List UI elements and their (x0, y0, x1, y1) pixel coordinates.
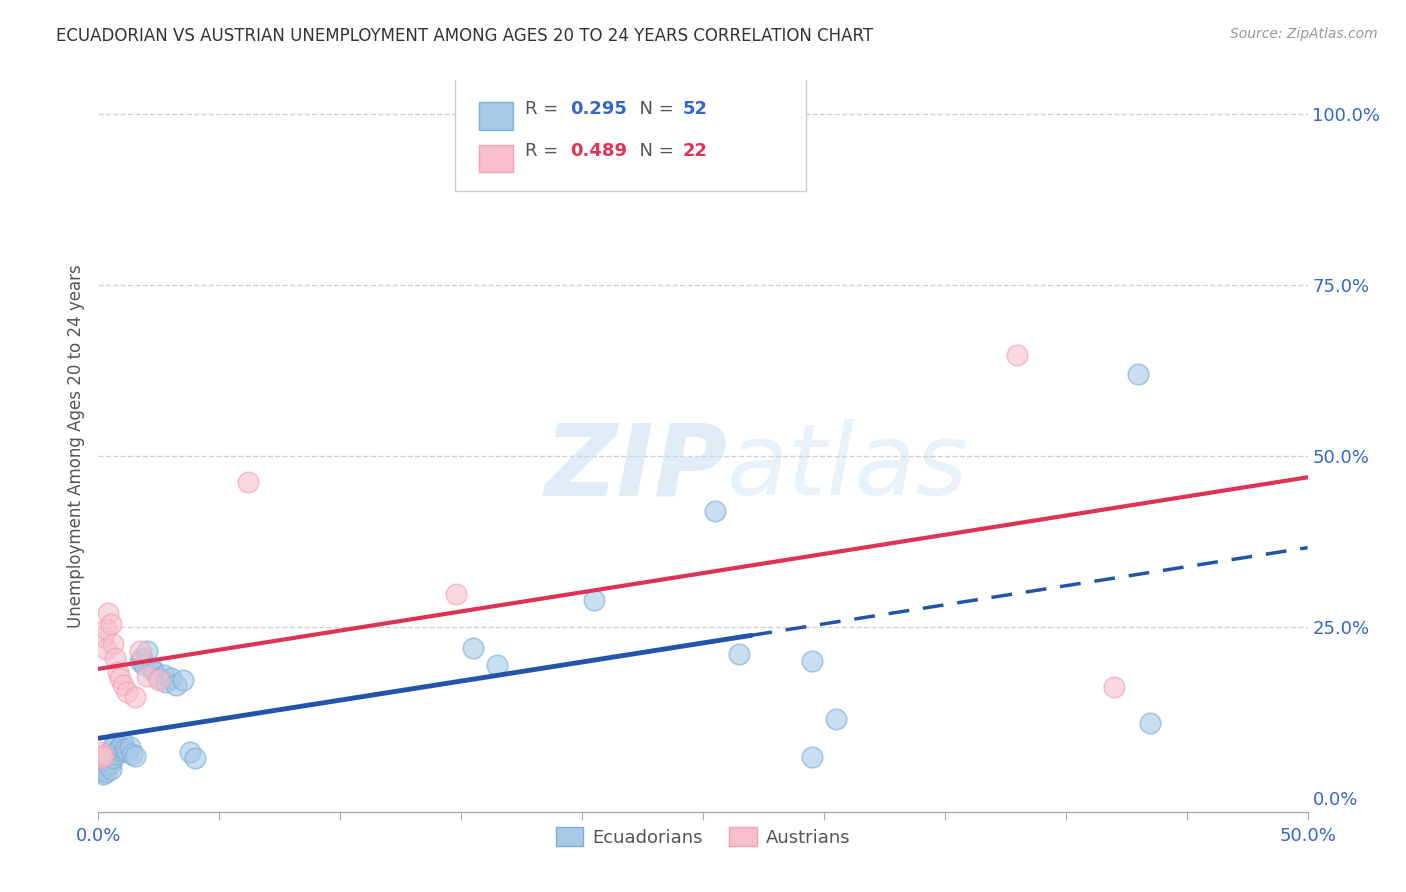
Text: 52: 52 (682, 100, 707, 118)
Point (91, 756, 114, 771)
Point (128, 644, 150, 658)
Point (128, 654, 150, 668)
Point (91, 767, 114, 781)
Point (148, 672, 170, 686)
Point (104, 747, 127, 761)
Point (143, 665, 166, 679)
Point (104, 736, 127, 750)
Point (94, 747, 117, 761)
Point (141, 661, 163, 675)
Text: Source: ZipAtlas.com: Source: ZipAtlas.com (1230, 27, 1378, 41)
Point (184, 751, 207, 765)
Point (94, 765, 117, 780)
Point (800, 750, 823, 764)
Point (97, 607, 120, 621)
Point (1007, 348, 1029, 362)
Point (94, 760, 117, 774)
Text: ZIP: ZIP (544, 419, 727, 516)
Point (463, 640, 485, 655)
Point (152, 668, 174, 682)
Point (91, 762, 114, 776)
Point (91, 631, 114, 645)
Point (94, 750, 117, 764)
Point (179, 745, 201, 759)
Point (90, 764, 112, 778)
Legend: Ecuadorians, Austrians: Ecuadorians, Austrians (548, 820, 858, 854)
Point (107, 665, 129, 679)
Point (238, 475, 260, 490)
Point (1128, 368, 1150, 382)
Point (825, 713, 848, 727)
Point (583, 592, 606, 607)
Text: 0.295: 0.295 (569, 100, 627, 118)
Point (124, 690, 146, 704)
Point (1139, 715, 1161, 730)
Point (91, 748, 114, 763)
Point (117, 745, 139, 759)
Text: N =: N = (628, 100, 679, 118)
Point (704, 504, 727, 518)
Point (91, 754, 114, 768)
Point (160, 672, 183, 686)
Point (1102, 681, 1125, 695)
Point (134, 657, 156, 672)
Point (90, 751, 112, 765)
Point (728, 648, 751, 662)
Point (108, 672, 131, 686)
Text: R =: R = (526, 100, 564, 118)
Text: R =: R = (526, 142, 564, 161)
Point (101, 637, 124, 651)
Point (90, 765, 112, 780)
FancyBboxPatch shape (456, 77, 806, 191)
Text: 0.489: 0.489 (569, 142, 627, 161)
Point (94, 622, 117, 636)
Point (107, 743, 129, 757)
Point (97, 754, 120, 768)
Point (124, 748, 146, 763)
Point (800, 654, 823, 668)
Point (131, 651, 153, 665)
Point (90, 760, 112, 774)
Point (90, 745, 112, 759)
Point (100, 616, 122, 631)
Text: atlas: atlas (727, 419, 969, 516)
Point (446, 587, 468, 601)
Text: N =: N = (628, 142, 679, 161)
Point (97, 758, 120, 772)
Text: 22: 22 (682, 142, 707, 161)
Text: ECUADORIAN VS AUSTRIAN UNEMPLOYMENT AMONG AGES 20 TO 24 YEARS CORRELATION CHART: ECUADORIAN VS AUSTRIAN UNEMPLOYMENT AMON… (56, 27, 873, 45)
Point (101, 751, 124, 765)
Point (121, 747, 143, 761)
Point (114, 741, 136, 756)
Point (100, 747, 122, 761)
Point (486, 657, 509, 672)
Point (155, 674, 177, 689)
FancyBboxPatch shape (479, 145, 513, 172)
Point (135, 644, 157, 658)
Point (100, 756, 122, 770)
Point (135, 669, 157, 683)
Point (111, 678, 134, 692)
Point (165, 678, 187, 692)
Point (104, 651, 127, 665)
Point (111, 736, 134, 750)
Point (117, 685, 139, 699)
Point (94, 642, 117, 657)
FancyBboxPatch shape (479, 103, 513, 130)
Point (101, 739, 124, 754)
Y-axis label: Unemployment Among Ages 20 to 24 years: Unemployment Among Ages 20 to 24 years (66, 264, 84, 628)
Point (100, 762, 122, 776)
Point (118, 739, 141, 754)
Point (148, 673, 170, 688)
Point (172, 673, 194, 688)
Point (108, 739, 131, 754)
